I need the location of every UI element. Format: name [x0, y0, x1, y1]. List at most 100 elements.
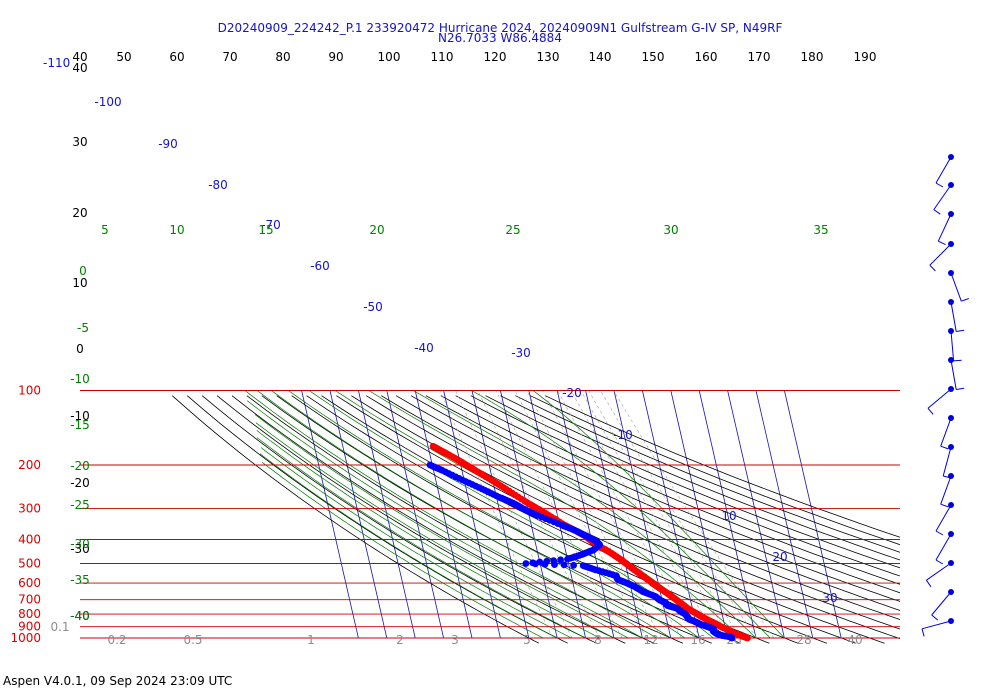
isotherm-line [670, 390, 728, 639]
isotherm-line [358, 390, 416, 639]
dry-adiabat-label: 10 [72, 276, 87, 290]
wind-barb [935, 502, 954, 536]
dry-adiabat-label: 20 [72, 206, 87, 220]
isotherm-line [301, 390, 359, 639]
dewpoint-point [543, 557, 551, 565]
top-tick-label: 140 [589, 50, 612, 64]
isotherm-label: 10 [721, 509, 736, 523]
dewpoint-point [426, 461, 434, 469]
top-tick-label: -110 [43, 56, 70, 70]
top-tick-label: 90 [328, 50, 343, 64]
isotherm-label: -30 [511, 346, 531, 360]
top-tick-label: 70 [222, 50, 237, 64]
top-tick-label: 40 [72, 50, 87, 64]
dry-adiabat-line [216, 395, 626, 644]
isotherm-label: 20 [772, 550, 787, 564]
moist-adiabat-label: -15 [70, 418, 90, 432]
mixing-ratio-label: 16 [690, 633, 705, 647]
wind-barbs [921, 154, 969, 637]
isotherm-line [414, 390, 473, 639]
wind-barb [935, 531, 954, 565]
dry-adiabat-label: 0 [76, 342, 84, 356]
moist-adiabat-label: -25 [70, 498, 90, 512]
wind-barb [931, 589, 954, 621]
dry-adiabat-line [545, 395, 900, 538]
wind-barb [940, 473, 954, 508]
temperature-point [429, 442, 437, 450]
isotherm-label: -40 [414, 341, 434, 355]
dry-adiabat-label: 30 [72, 135, 87, 149]
moist-adiabat-label: 10 [169, 223, 184, 237]
dewpoint-point [579, 562, 587, 569]
dry-adiabat-label: -40 [70, 609, 90, 623]
mixing-ratio-label: 0.1 [50, 620, 69, 634]
mixing-ratio-line [455, 390, 573, 639]
isotherm-label: -60 [310, 259, 330, 273]
top-tick-label: 180 [801, 50, 824, 64]
pressure-tick-label: 300 [18, 502, 41, 516]
dry-adiabat-line [172, 395, 540, 644]
moist-adiabat-line [254, 414, 629, 639]
dry-adiabat-line [410, 395, 900, 611]
mixing-ratio-line [613, 390, 775, 639]
pressure-tick-label: 800 [18, 607, 41, 621]
isotherm-line [443, 390, 501, 639]
isotherm-label: -70 [261, 218, 281, 232]
wind-barb [935, 154, 954, 188]
dry-adiabat-line [261, 395, 712, 644]
top-tick-label: 170 [748, 50, 771, 64]
moist-adiabat-label: 5 [101, 223, 109, 237]
mixing-ratio-label: 0.2 [107, 633, 126, 647]
pressure-tick-label: 500 [18, 556, 41, 570]
pressure-tick-label: 100 [18, 384, 41, 398]
moist-adiabat-label: 30 [663, 223, 678, 237]
isotherm-line [556, 390, 615, 639]
mixing-ratio-label: 0.5 [183, 633, 202, 647]
mixing-ratio-label: 12 [643, 633, 658, 647]
mixing-ratio-line [580, 390, 732, 639]
moist-adiabat-line [413, 390, 757, 639]
moist-adiabat-label: -5 [77, 321, 89, 335]
dewpoint-point [522, 560, 530, 567]
moist-adiabat-line [471, 390, 771, 639]
top-tick-label: 60 [169, 50, 184, 64]
dry-adiabat-line [440, 395, 900, 594]
chart-subtitle: N26.7033 W86.4884 [438, 31, 562, 45]
moist-adiabat-label: 15 [258, 223, 273, 237]
isotherm-line [698, 390, 757, 639]
mixing-ratio-line [495, 390, 623, 639]
dry-adiabat-lines [172, 395, 900, 644]
isotherm-line [471, 390, 530, 639]
mixing-ratio-line [526, 390, 662, 639]
dewpoint-point [560, 561, 568, 569]
dry-adiabat-line [246, 395, 684, 644]
isotherm-label: -10 [613, 428, 633, 442]
pressure-tick-label: 600 [18, 576, 41, 590]
isotherm-label: -50 [363, 300, 383, 314]
isotherm-label: 30 [822, 591, 837, 605]
mixing-ratio-label: 5 [523, 633, 531, 647]
top-tick-label: 100 [378, 50, 401, 64]
mixing-ratio-label: 40 [847, 633, 862, 647]
mixing-ratio-label: 1 [307, 633, 315, 647]
chart-title: D20240909_224242_P.1 233920472 Hurricane… [217, 21, 783, 35]
pressure-tick-label: 400 [18, 533, 41, 547]
dry-adiabat-line [380, 395, 900, 630]
moist-adiabat-line [244, 390, 657, 639]
wind-barb [925, 560, 954, 588]
wind-barb [937, 211, 954, 246]
moist-adiabat-label: -20 [70, 459, 90, 473]
moist-adiabat-line [256, 430, 600, 639]
top-tick-label: 80 [275, 50, 290, 64]
wind-barb [942, 444, 954, 479]
wind-barb [927, 386, 954, 415]
dry-adiabat-line [515, 395, 900, 553]
wind-barb [933, 182, 954, 215]
pressure-tick-label: 700 [18, 593, 41, 607]
wind-barb [948, 299, 965, 332]
top-tick-label: 110 [431, 50, 454, 64]
isotherm-label: -80 [208, 178, 228, 192]
moist-adiabat-label: 0 [79, 264, 87, 278]
dry-adiabat-label: -20 [70, 476, 90, 490]
